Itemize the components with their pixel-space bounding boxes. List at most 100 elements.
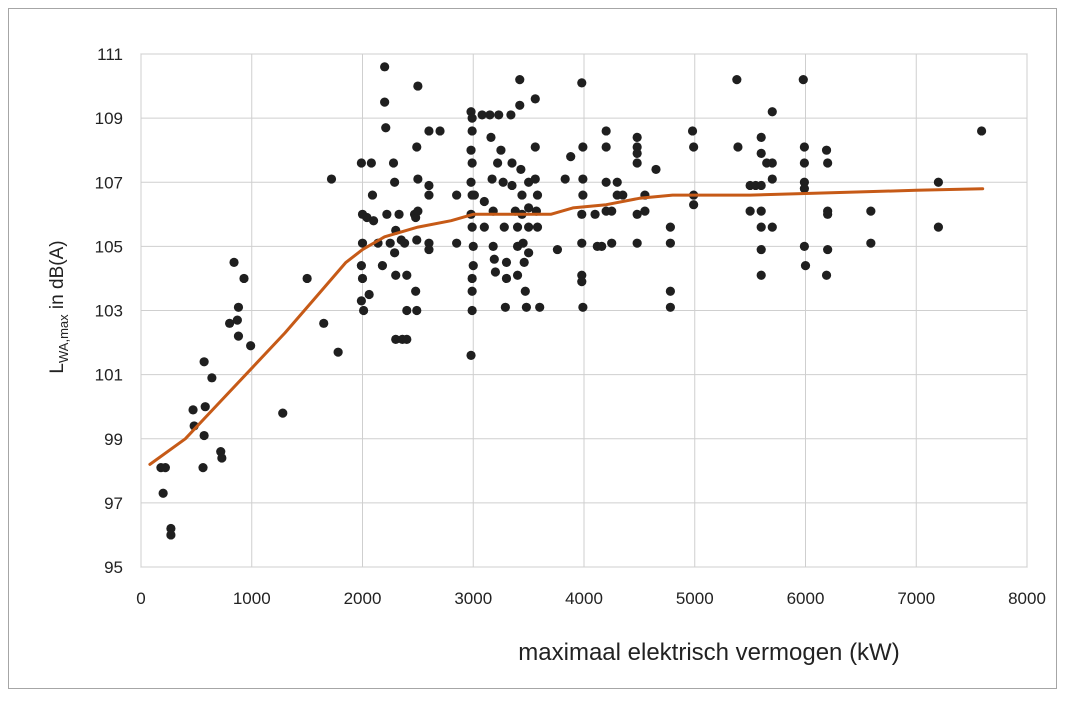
data-point	[578, 174, 588, 184]
data-point	[577, 277, 587, 287]
data-point	[413, 81, 423, 91]
data-point	[388, 158, 399, 168]
data-point	[524, 203, 534, 213]
data-point	[577, 270, 587, 280]
data-point	[521, 302, 532, 312]
data-point	[640, 206, 650, 216]
data-point	[866, 206, 876, 216]
data-point	[745, 206, 755, 216]
data-point	[618, 190, 628, 200]
data-point	[512, 270, 523, 280]
data-point	[412, 142, 422, 152]
data-point	[524, 248, 534, 258]
data-point	[467, 222, 477, 232]
data-point	[577, 238, 587, 248]
data-point	[601, 142, 611, 152]
data-point	[499, 222, 509, 232]
data-point	[467, 305, 477, 316]
data-point	[490, 267, 500, 277]
data-point	[326, 174, 337, 184]
data-point	[217, 453, 227, 463]
data-point	[424, 238, 434, 248]
data-point	[517, 190, 527, 200]
data-point	[601, 126, 611, 136]
data-point	[756, 180, 766, 191]
data-point	[516, 164, 526, 175]
data-point	[498, 177, 508, 187]
data-point	[411, 286, 421, 296]
data-point	[519, 257, 529, 268]
data-point	[799, 158, 809, 168]
data-point	[366, 158, 376, 168]
x-tick-label: 3000	[454, 589, 492, 608]
data-point	[552, 244, 563, 255]
chart-frame: 95 97 99 101 103 105 107 109 111 0 1000 2000 3000 40…	[8, 8, 1057, 689]
data-point	[732, 75, 742, 85]
data-point	[632, 132, 642, 142]
data-point	[494, 110, 504, 120]
data-point	[532, 222, 543, 232]
data-point	[356, 261, 366, 271]
data-point	[302, 273, 312, 284]
data-point	[232, 315, 242, 325]
data-point	[424, 190, 434, 200]
data-point	[665, 222, 675, 232]
data-point	[665, 238, 675, 248]
data-point	[466, 145, 476, 155]
data-point	[590, 209, 600, 219]
data-point	[466, 350, 476, 360]
data-point	[524, 222, 534, 232]
data-point	[200, 402, 210, 412]
data-point	[424, 126, 434, 136]
y-tick-label: 111	[97, 45, 123, 64]
data-point	[507, 158, 517, 168]
data-point	[597, 241, 607, 251]
x-tick-label: 6000	[787, 589, 825, 608]
data-point	[577, 209, 587, 219]
data-point	[357, 273, 368, 284]
data-point	[520, 286, 530, 296]
data-point	[866, 238, 876, 248]
data-point	[976, 126, 987, 136]
data-point	[496, 145, 506, 155]
data-point	[799, 177, 809, 187]
data-point	[487, 174, 497, 184]
data-point	[413, 206, 423, 216]
data-point	[756, 222, 766, 232]
data-point	[632, 142, 642, 152]
data-point	[466, 177, 476, 187]
data-point	[467, 113, 477, 123]
data-point	[188, 405, 198, 415]
data-point	[530, 174, 540, 184]
data-point	[390, 177, 400, 187]
data-point	[368, 216, 379, 226]
x-tick-label: 1000	[233, 589, 271, 608]
data-point	[515, 75, 525, 85]
data-point	[399, 238, 410, 248]
data-point	[632, 238, 642, 248]
data-point	[356, 296, 366, 306]
data-point	[821, 145, 832, 155]
data-point	[689, 142, 699, 152]
data-point	[452, 238, 462, 248]
data-point	[479, 196, 489, 207]
data-point	[166, 523, 176, 534]
y-axis-label-base: L	[47, 363, 68, 374]
x-tick-label: 5000	[676, 589, 714, 608]
y-axis-label-suffix: in dB(A)	[47, 240, 68, 314]
x-tick-label: 4000	[565, 589, 603, 608]
data-point	[489, 254, 499, 264]
data-point	[799, 241, 809, 251]
data-point	[198, 463, 208, 473]
data-point	[651, 164, 661, 175]
data-point	[607, 238, 617, 248]
data-point	[468, 241, 478, 251]
data-point	[391, 334, 401, 344]
data-point	[823, 158, 833, 168]
data-point	[486, 132, 496, 142]
y-tick-label: 97	[104, 494, 123, 513]
data-point	[607, 206, 617, 216]
data-point	[435, 126, 445, 136]
data-point	[229, 257, 239, 268]
data-point	[207, 373, 217, 383]
